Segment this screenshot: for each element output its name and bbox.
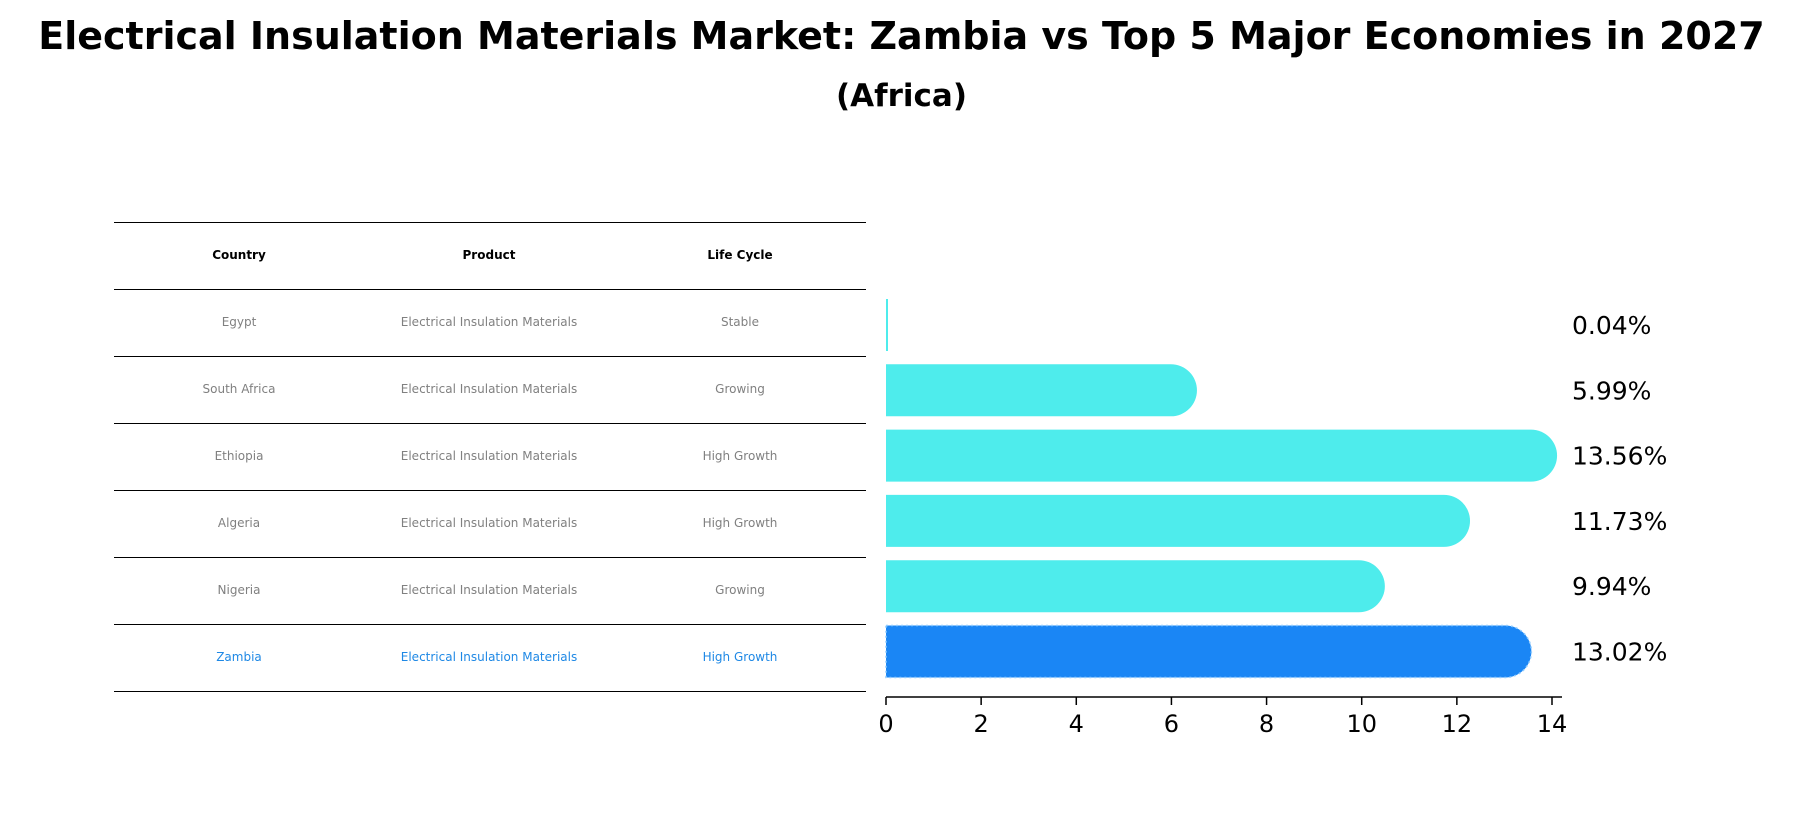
table-cell: Ethiopia	[214, 448, 264, 463]
bar	[886, 299, 888, 351]
table-header-cell: Country	[212, 247, 266, 262]
x-tick-label: 6	[1164, 710, 1179, 738]
table-rule	[114, 624, 866, 625]
data-label: 9.94%	[1572, 572, 1651, 601]
table-cell: Electrical Insulation Materials	[400, 582, 578, 597]
bar	[886, 429, 1558, 482]
table-cell: High Growth	[702, 515, 778, 530]
bar	[886, 560, 1385, 613]
table-rule	[114, 490, 866, 491]
table-cell: Zambia	[216, 649, 262, 664]
bar	[886, 494, 1471, 547]
data-label: 11.73%	[1572, 507, 1667, 536]
bar	[885, 624, 1533, 679]
data-label: 0.04%	[1572, 311, 1651, 340]
table-rule	[114, 423, 866, 424]
table-cell: Electrical Insulation Materials	[400, 381, 578, 396]
table-cell: Electrical Insulation Materials	[400, 649, 578, 664]
chart-subtitle: (Africa)	[835, 78, 968, 114]
table-cell: Electrical Insulation Materials	[400, 515, 578, 530]
table-rule	[114, 356, 866, 357]
table-cell: High Growth	[702, 649, 778, 664]
table-cell: Growing	[715, 582, 765, 597]
x-tick-label: 10	[1346, 710, 1377, 738]
data-label: 13.02%	[1572, 638, 1667, 667]
table-rule	[114, 222, 866, 223]
chart-title: Electrical Insulation Materials Market: …	[38, 14, 1765, 58]
table-rule	[114, 289, 866, 290]
table-cell: Stable	[720, 314, 759, 329]
table-cell: Nigeria	[217, 582, 261, 597]
x-tick-label: 4	[1069, 710, 1084, 738]
x-tick-label: 14	[1537, 710, 1568, 738]
table-cell: Growing	[715, 381, 765, 396]
data-label: 5.99%	[1572, 376, 1651, 405]
table-cell: Algeria	[217, 515, 261, 530]
table-cell: Egypt	[221, 314, 257, 329]
x-tick-label: 8	[1259, 710, 1274, 738]
table-rule	[114, 557, 866, 558]
x-tick-label: 2	[974, 710, 989, 738]
table-rule	[114, 691, 866, 692]
table-cell: South Africa	[202, 381, 276, 396]
x-tick-label: 12	[1442, 710, 1473, 738]
table-header-cell: Life Cycle	[707, 247, 773, 262]
table-cell: Electrical Insulation Materials	[400, 314, 578, 329]
bar	[886, 364, 1197, 417]
table-header-cell: Product	[462, 247, 516, 262]
data-label: 13.56%	[1572, 442, 1667, 471]
table-cell: High Growth	[702, 448, 778, 463]
table-cell: Electrical Insulation Materials	[400, 448, 578, 463]
x-tick-label: 0	[878, 710, 893, 738]
